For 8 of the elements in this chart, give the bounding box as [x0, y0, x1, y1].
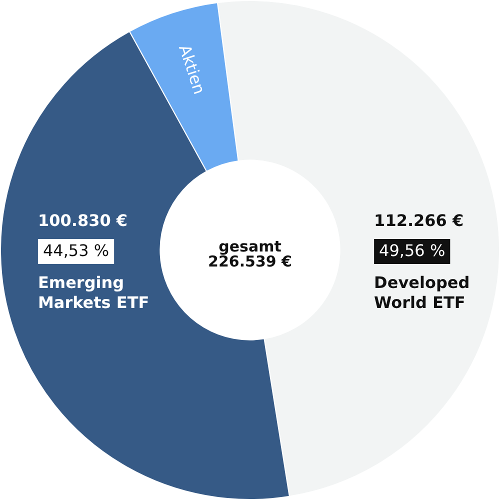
- slice-label: Aktien: [175, 42, 210, 97]
- data-label: 112.266 €: [374, 211, 464, 230]
- data-label: 100.830 €: [38, 211, 128, 230]
- text: 44,53 %: [42, 241, 110, 260]
- slice-label: Emerging Markets ETF: [38, 273, 150, 312]
- text: gesamt: [218, 237, 282, 256]
- slice-label: Developed World ETF: [374, 273, 470, 312]
- text: 49,56 %: [379, 241, 446, 260]
